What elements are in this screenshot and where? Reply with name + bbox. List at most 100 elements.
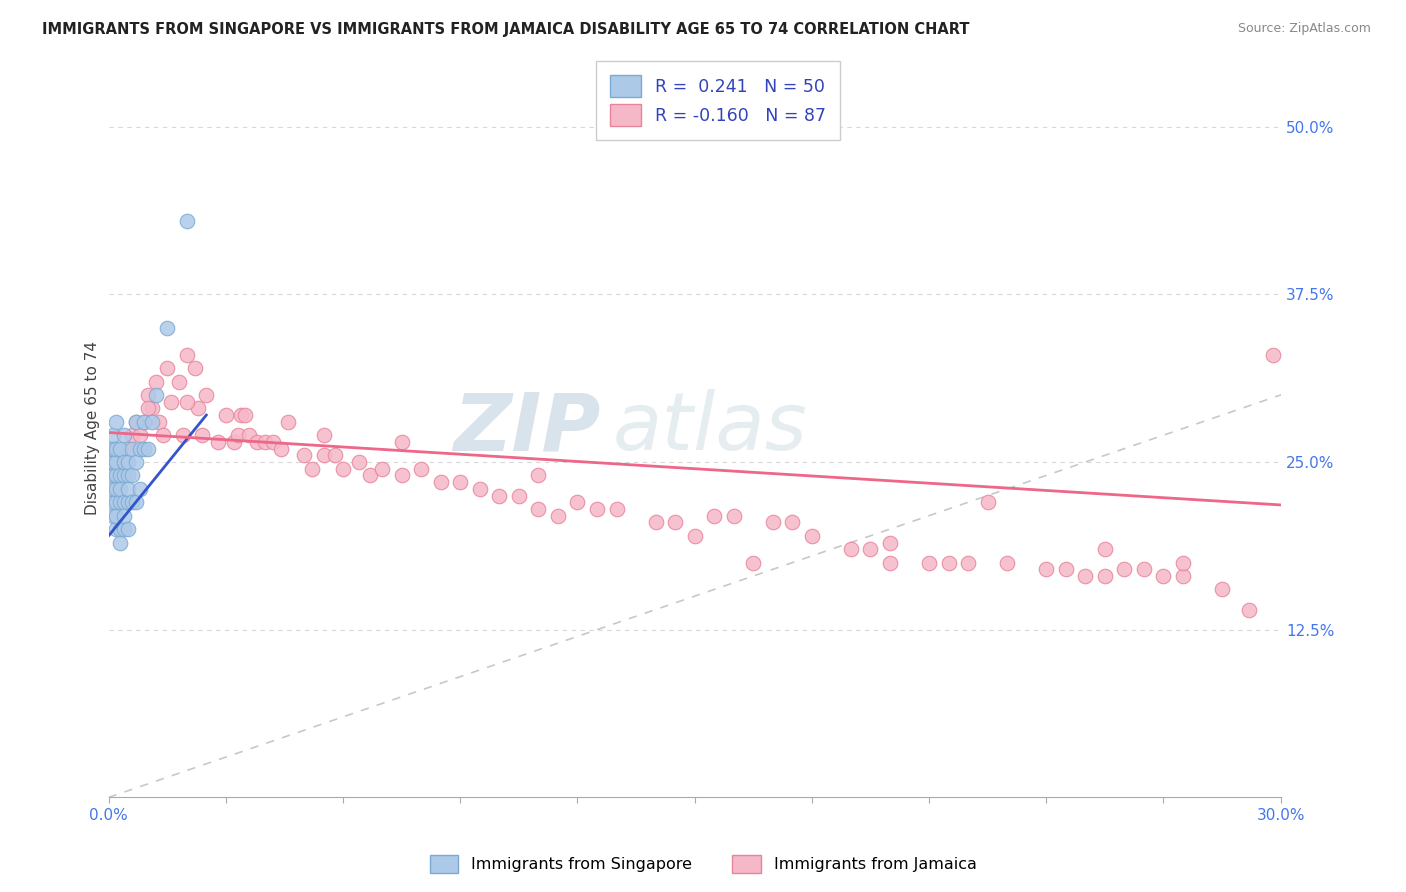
Point xyxy=(101,482,124,496)
Point xyxy=(110,535,132,549)
Point xyxy=(1171,569,1194,583)
Point xyxy=(110,468,132,483)
Point xyxy=(125,495,148,509)
Point xyxy=(128,442,150,456)
Point xyxy=(101,508,124,523)
Point xyxy=(117,468,139,483)
Point xyxy=(148,415,170,429)
Point xyxy=(859,542,882,557)
Point xyxy=(312,448,335,462)
Point xyxy=(105,495,128,509)
Point xyxy=(105,522,128,536)
Point xyxy=(1114,562,1136,576)
Point xyxy=(112,508,135,523)
Point xyxy=(132,415,155,429)
Point xyxy=(105,482,128,496)
Point xyxy=(117,442,139,456)
Point xyxy=(125,415,148,429)
Point xyxy=(101,455,124,469)
Point xyxy=(246,434,269,449)
Point xyxy=(527,502,550,516)
Point xyxy=(141,415,163,429)
Point xyxy=(195,388,218,402)
Point xyxy=(101,442,124,456)
Point xyxy=(782,516,804,530)
Point xyxy=(429,475,451,490)
Point xyxy=(215,408,238,422)
Point xyxy=(112,522,135,536)
Point xyxy=(586,502,609,516)
Point xyxy=(117,522,139,536)
Point xyxy=(226,428,249,442)
Point xyxy=(359,468,381,483)
Point xyxy=(112,468,135,483)
Point xyxy=(110,495,132,509)
Point xyxy=(270,442,292,456)
Point xyxy=(156,361,179,376)
Point xyxy=(1035,562,1057,576)
Point xyxy=(136,388,159,402)
Point xyxy=(323,448,346,462)
Point xyxy=(101,442,124,456)
Point xyxy=(262,434,284,449)
Point xyxy=(449,475,471,490)
Point xyxy=(411,461,433,475)
Y-axis label: Disability Age 65 to 74: Disability Age 65 to 74 xyxy=(86,342,100,516)
Point xyxy=(1211,582,1233,597)
Point xyxy=(703,508,725,523)
Point xyxy=(117,455,139,469)
Point xyxy=(292,448,315,462)
Point xyxy=(105,508,128,523)
Point xyxy=(683,529,706,543)
Point xyxy=(762,516,785,530)
Point xyxy=(253,434,276,449)
Point xyxy=(187,401,209,416)
Point xyxy=(110,482,132,496)
Point xyxy=(879,535,901,549)
Legend: R =  0.241   N = 50, R = -0.160   N = 87: R = 0.241 N = 50, R = -0.160 N = 87 xyxy=(596,61,839,140)
Point xyxy=(141,401,163,416)
Point xyxy=(1239,602,1261,616)
Point xyxy=(312,428,335,442)
Point xyxy=(110,522,132,536)
Text: ZIP: ZIP xyxy=(454,390,600,467)
Point xyxy=(1261,348,1284,362)
Point xyxy=(371,461,394,475)
Point xyxy=(136,401,159,416)
Point xyxy=(347,455,370,469)
Point xyxy=(742,556,765,570)
Point xyxy=(112,495,135,509)
Point xyxy=(191,428,214,442)
Point xyxy=(1054,562,1077,576)
Point xyxy=(1094,542,1116,557)
Point xyxy=(976,495,998,509)
Point xyxy=(125,415,148,429)
Point xyxy=(488,489,510,503)
Point xyxy=(567,495,589,509)
Point xyxy=(121,442,143,456)
Point xyxy=(112,428,135,442)
Point xyxy=(132,442,155,456)
Point xyxy=(101,428,124,442)
Point xyxy=(101,468,124,483)
Point xyxy=(132,415,155,429)
Point xyxy=(800,529,823,543)
Point xyxy=(527,468,550,483)
Point xyxy=(222,434,245,449)
Point xyxy=(160,394,183,409)
Text: IMMIGRANTS FROM SINGAPORE VS IMMIGRANTS FROM JAMAICA DISABILITY AGE 65 TO 74 COR: IMMIGRANTS FROM SINGAPORE VS IMMIGRANTS … xyxy=(42,22,970,37)
Point xyxy=(128,482,150,496)
Legend: Immigrants from Singapore, Immigrants from Jamaica: Immigrants from Singapore, Immigrants fr… xyxy=(423,848,983,880)
Point xyxy=(1153,569,1175,583)
Text: atlas: atlas xyxy=(613,390,807,467)
Point xyxy=(117,482,139,496)
Point xyxy=(508,489,530,503)
Point xyxy=(238,428,260,442)
Point xyxy=(121,468,143,483)
Point xyxy=(723,508,745,523)
Point xyxy=(117,495,139,509)
Point xyxy=(664,516,686,530)
Point xyxy=(995,556,1018,570)
Point xyxy=(172,428,194,442)
Point xyxy=(918,556,941,570)
